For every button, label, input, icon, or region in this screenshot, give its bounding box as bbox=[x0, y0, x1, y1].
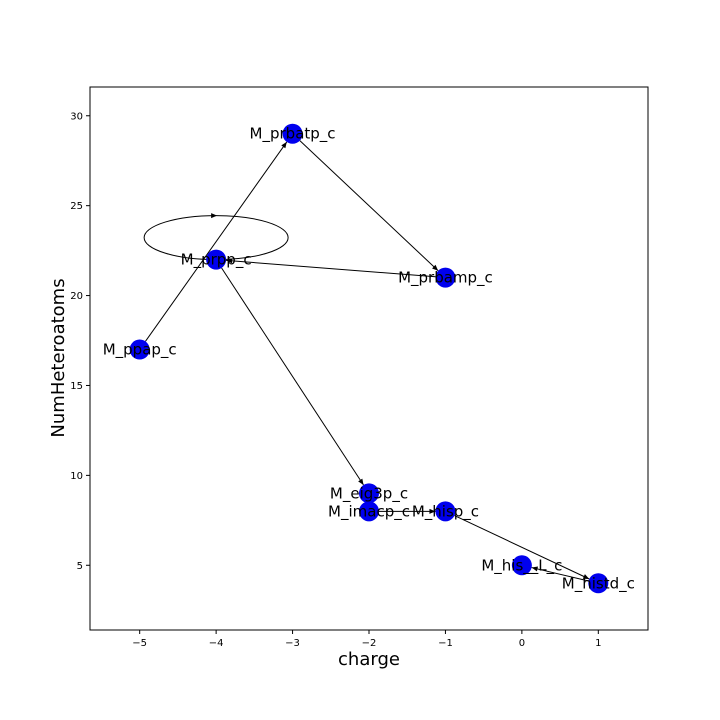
edge-line bbox=[145, 141, 288, 342]
node-label: M_prpp_c bbox=[181, 251, 252, 270]
edge-arrowhead bbox=[281, 141, 287, 149]
nodes bbox=[129, 123, 609, 594]
node-label: M_histd_c bbox=[562, 574, 635, 593]
node-label: M_ppap_c bbox=[103, 341, 177, 360]
edge-line bbox=[454, 515, 590, 580]
edges bbox=[143, 140, 590, 582]
edge-arrowhead bbox=[432, 264, 439, 271]
x-tick-label: −4 bbox=[209, 638, 224, 649]
node-point bbox=[129, 339, 150, 360]
edge-line bbox=[531, 567, 589, 582]
x-axis: −5 −4 −3 −2 −1 0 1 bbox=[132, 630, 602, 649]
node-point bbox=[359, 501, 379, 522]
node-point bbox=[435, 501, 456, 522]
y-tick-label: 25 bbox=[70, 201, 83, 212]
plot-area bbox=[89, 86, 649, 631]
x-tick-label: −3 bbox=[285, 638, 300, 649]
edge-line bbox=[221, 267, 364, 486]
node-point bbox=[511, 555, 532, 576]
node-labels: M_prbatp_c M_prpp_c M_prbamp_c M_ppap_c M_ei… bbox=[103, 125, 635, 594]
edge-arrowhead bbox=[429, 508, 436, 514]
node-label: M_his__L_c bbox=[481, 556, 562, 575]
x-tick-label: −2 bbox=[362, 638, 377, 649]
node-label: M_eig3p_c bbox=[330, 484, 408, 503]
x-tick-label: 0 bbox=[519, 638, 525, 649]
x-axis-title: charge bbox=[338, 649, 400, 670]
node-point bbox=[588, 573, 609, 594]
y-tick-label: 20 bbox=[70, 291, 83, 302]
node-label: M_prbatp_c bbox=[250, 125, 336, 144]
y-tick-label: 5 bbox=[77, 561, 83, 572]
y-tick-label: 10 bbox=[70, 471, 83, 482]
x-tick-label: −1 bbox=[438, 638, 453, 649]
x-tick-label: −5 bbox=[132, 638, 147, 649]
node-point bbox=[206, 249, 227, 270]
edge-arrowhead bbox=[531, 566, 539, 572]
node-label: M_hisp_c bbox=[412, 502, 479, 521]
node-point bbox=[435, 267, 456, 288]
x-tick-label: 1 bbox=[595, 638, 601, 649]
node-point bbox=[359, 483, 379, 504]
edge-arrowhead bbox=[582, 574, 590, 579]
edge-arrowhead bbox=[211, 213, 218, 219]
node-label: M_imacp_c bbox=[328, 502, 410, 521]
node-point bbox=[282, 123, 303, 144]
node-label: M_prbamp_c bbox=[398, 269, 493, 288]
y-axis-title: NumHeteroatoms bbox=[48, 278, 69, 437]
y-tick-label: 30 bbox=[70, 111, 83, 122]
y-axis: 5 10 15 20 25 30 bbox=[70, 111, 90, 572]
y-tick-label: 15 bbox=[70, 381, 83, 392]
edge-line bbox=[226, 259, 436, 278]
edge-line bbox=[299, 140, 439, 272]
edge-arrowhead bbox=[358, 478, 364, 485]
